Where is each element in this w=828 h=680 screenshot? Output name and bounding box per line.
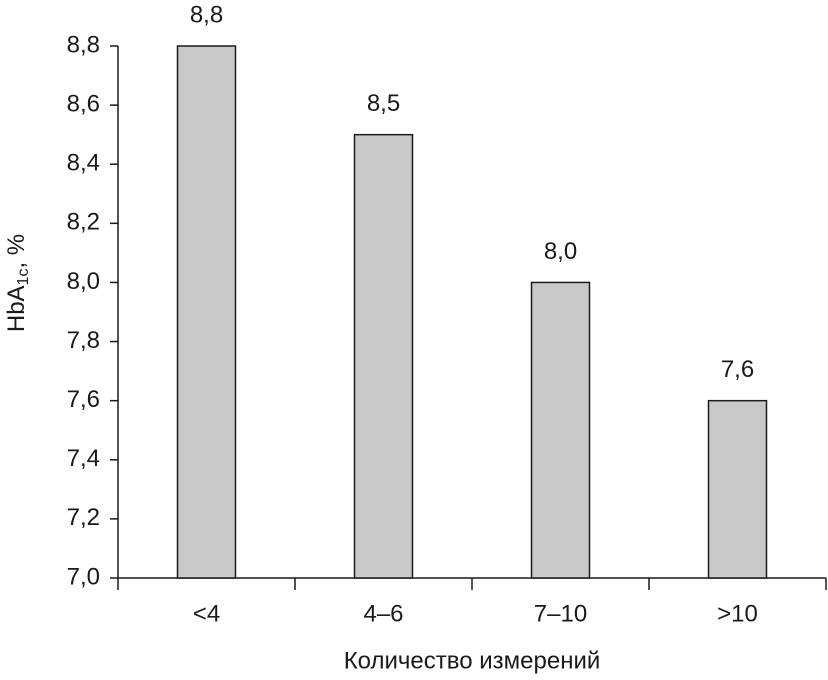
- x-axis-label: Количество измерений: [344, 647, 601, 674]
- y-tick-label: 8,0: [67, 268, 100, 295]
- y-tick-label: 7,6: [67, 386, 100, 413]
- bar: [530, 281, 591, 579]
- y-tick-label: 7,2: [67, 504, 100, 531]
- y-tick-label: 8,8: [67, 31, 100, 58]
- value-label: 8,0: [544, 238, 577, 265]
- y-label-sub: 1c: [15, 269, 32, 286]
- y-tick-label: 8,4: [67, 150, 100, 177]
- value-label: 8,8: [190, 1, 223, 28]
- y-tick-label: 8,6: [67, 90, 100, 117]
- x-tick-label: <4: [193, 600, 220, 627]
- x-tick-label: >10: [717, 600, 758, 627]
- y-label-unit: , %: [3, 234, 30, 269]
- bar: [176, 45, 237, 579]
- value-label: 7,6: [721, 356, 754, 383]
- y-label-main: HbA: [3, 285, 30, 332]
- bar: [353, 133, 414, 579]
- y-tick-label: 8,2: [67, 209, 100, 236]
- y-axis-label: HbA1c, %: [3, 234, 32, 332]
- y-tick-label: 7,4: [67, 445, 100, 472]
- bar: [707, 399, 768, 579]
- y-tick-label: 7,8: [67, 327, 100, 354]
- x-tick-label: 4–6: [363, 600, 403, 627]
- y-tick-label: 7,0: [67, 563, 100, 590]
- x-tick-label: 7–10: [534, 600, 587, 627]
- value-label: 8,5: [367, 90, 400, 117]
